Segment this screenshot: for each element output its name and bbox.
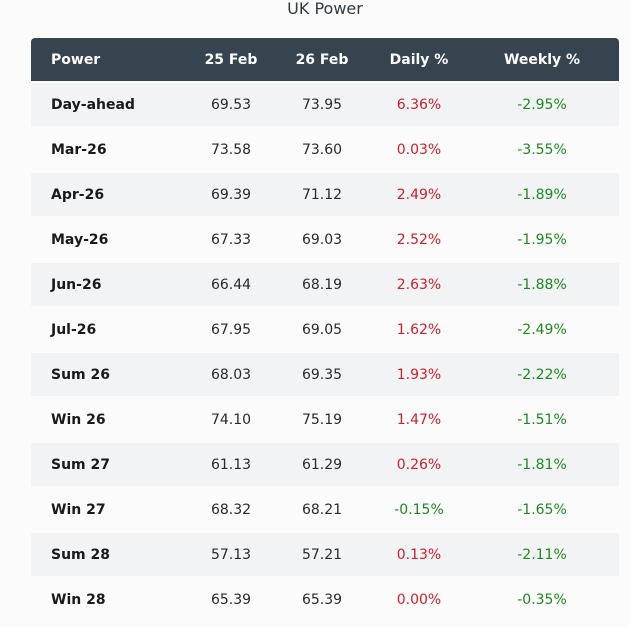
price-26-feb: 68.21 <box>301 501 343 518</box>
price-25-feb: 69.39 <box>210 186 252 203</box>
header-26-feb: 26 Feb <box>295 51 349 68</box>
table-row: Day-ahead 69.53 73.95 6.36% -2.95% <box>31 83 619 126</box>
daily-change: 2.52% <box>396 231 442 248</box>
weekly-change: -1.65% <box>517 501 567 518</box>
contract-name: Sum 26 <box>51 366 110 383</box>
contract-name: Mar-26 <box>51 141 107 158</box>
daily-change: 0.13% <box>396 546 442 563</box>
contract-name: Jul-26 <box>51 321 97 338</box>
contract-name: Win 27 <box>51 501 106 518</box>
table-row: May-26 67.33 69.03 2.52% -1.95% <box>31 218 619 261</box>
contract-name: Day-ahead <box>51 96 135 113</box>
table-row: Win 27 68.32 68.21 -0.15% -1.65% <box>31 488 619 531</box>
price-26-feb: 73.95 <box>301 96 343 113</box>
weekly-change: -1.89% <box>517 186 567 203</box>
weekly-change: -1.95% <box>517 231 567 248</box>
weekly-change: -0.35% <box>517 591 567 608</box>
weekly-change: -1.88% <box>517 276 567 293</box>
table-row: Win 28 65.39 65.39 0.00% -0.35% <box>31 578 619 621</box>
weekly-change: -1.81% <box>517 456 567 473</box>
price-25-feb: 67.95 <box>210 321 252 338</box>
daily-change: -0.15% <box>394 501 444 518</box>
price-table: Power 25 Feb 26 Feb Daily % Weekly % Day… <box>31 38 619 621</box>
table-row: Jul-26 67.95 69.05 1.62% -2.49% <box>31 308 619 351</box>
contract-name: Sum 28 <box>51 546 110 563</box>
contract-name: Jun-26 <box>51 276 102 293</box>
price-25-feb: 65.39 <box>210 591 252 608</box>
price-26-feb: 57.21 <box>301 546 343 563</box>
price-26-feb: 69.35 <box>301 366 343 383</box>
table-row: Sum 27 61.13 61.29 0.26% -1.81% <box>31 443 619 486</box>
page-title: UK Power <box>287 0 363 18</box>
daily-change: 1.47% <box>396 411 442 428</box>
daily-change: 0.00% <box>396 591 442 608</box>
weekly-change: -1.51% <box>517 411 567 428</box>
price-25-feb: 67.33 <box>210 231 252 248</box>
table-row: Mar-26 73.58 73.60 0.03% -3.55% <box>31 128 619 171</box>
daily-change: 0.26% <box>396 456 442 473</box>
price-26-feb: 75.19 <box>301 411 343 428</box>
header-25-feb: 25 Feb <box>204 51 258 68</box>
price-25-feb: 66.44 <box>210 276 252 293</box>
price-25-feb: 69.53 <box>210 96 252 113</box>
price-26-feb: 73.60 <box>301 141 343 158</box>
table-row: Win 26 74.10 75.19 1.47% -1.51% <box>31 398 619 441</box>
price-25-feb: 68.32 <box>210 501 252 518</box>
table-header: Power 25 Feb 26 Feb Daily % Weekly % <box>31 38 619 81</box>
contract-name: Win 26 <box>51 411 106 428</box>
contract-name: Apr-26 <box>51 186 105 203</box>
daily-change: 6.36% <box>396 96 442 113</box>
header-power: Power <box>51 51 101 68</box>
price-25-feb: 68.03 <box>210 366 252 383</box>
daily-change: 0.03% <box>396 141 442 158</box>
weekly-change: -2.95% <box>517 96 567 113</box>
table-row: Sum 26 68.03 69.35 1.93% -2.22% <box>31 353 619 396</box>
weekly-change: -2.22% <box>517 366 567 383</box>
daily-change: 1.62% <box>396 321 442 338</box>
price-26-feb: 69.03 <box>301 231 343 248</box>
price-25-feb: 73.58 <box>210 141 252 158</box>
table-row: Jun-26 66.44 68.19 2.63% -1.88% <box>31 263 619 306</box>
weekly-change: -3.55% <box>517 141 567 158</box>
contract-name: Sum 27 <box>51 456 110 473</box>
weekly-change: -2.11% <box>517 546 567 563</box>
table-row: Apr-26 69.39 71.12 2.49% -1.89% <box>31 173 619 216</box>
header-daily-pct: Daily % <box>389 51 449 68</box>
price-25-feb: 57.13 <box>210 546 252 563</box>
price-26-feb: 61.29 <box>301 456 343 473</box>
price-26-feb: 65.39 <box>301 591 343 608</box>
daily-change: 2.63% <box>396 276 442 293</box>
table-row: Sum 28 57.13 57.21 0.13% -2.11% <box>31 533 619 576</box>
table-body: Day-ahead 69.53 73.95 6.36% -2.95% Mar-26 73.5… <box>31 83 619 621</box>
header-weekly-pct: Weekly % <box>503 51 581 68</box>
contract-name: Win 28 <box>51 591 106 608</box>
daily-change: 1.93% <box>396 366 442 383</box>
weekly-change: -2.49% <box>517 321 567 338</box>
daily-change: 2.49% <box>396 186 442 203</box>
price-26-feb: 69.05 <box>301 321 343 338</box>
price-25-feb: 74.10 <box>210 411 252 428</box>
contract-name: May-26 <box>51 231 109 248</box>
price-25-feb: 61.13 <box>210 456 252 473</box>
price-26-feb: 71.12 <box>301 186 343 203</box>
price-26-feb: 68.19 <box>301 276 343 293</box>
